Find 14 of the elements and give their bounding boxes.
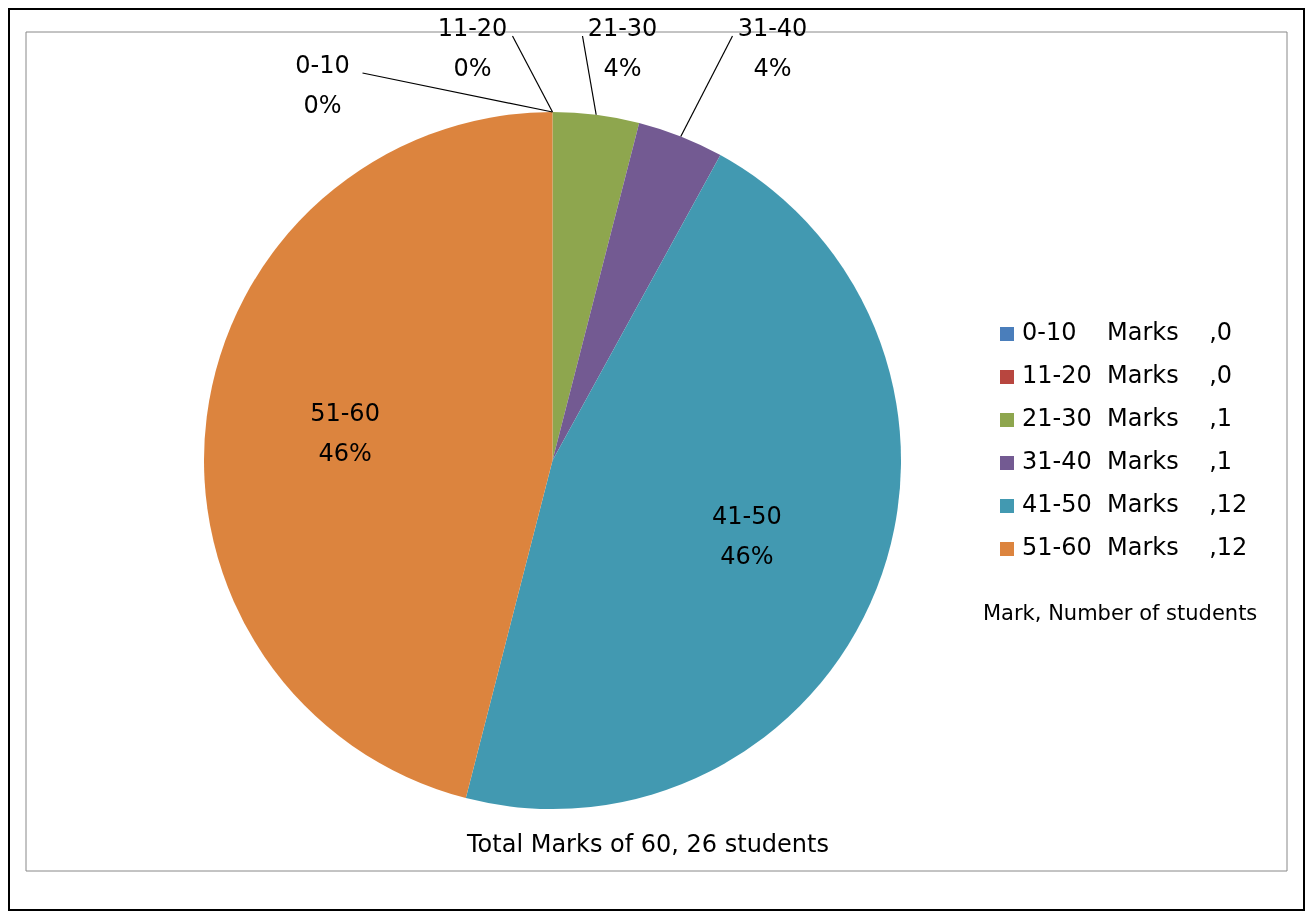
legend-label: 11-20 Marks ,0: [1022, 361, 1233, 390]
data-label: 41-50 46%: [712, 501, 782, 570]
legend-label: 51-60 Marks ,12: [1022, 533, 1248, 562]
legend-label: 21-30 Marks ,1: [1022, 404, 1233, 433]
legend-label: 0-10 Marks ,0: [1022, 318, 1233, 347]
text: 11-20 0%: [437, 14, 508, 83]
text: 0-10 0%: [295, 51, 350, 120]
data-label: 51-60 46%: [310, 398, 380, 467]
data-label: 31-40 4%: [737, 14, 808, 83]
text: Total Marks of 60, 26 students: [466, 830, 829, 859]
data-label: 21-30 4%: [587, 14, 658, 83]
legend-label: 41-50 Marks ,12: [1022, 490, 1248, 519]
legend-title: Mark, Number of students: [983, 601, 1258, 626]
legend-label: 31-40 Marks ,1: [1022, 447, 1233, 476]
